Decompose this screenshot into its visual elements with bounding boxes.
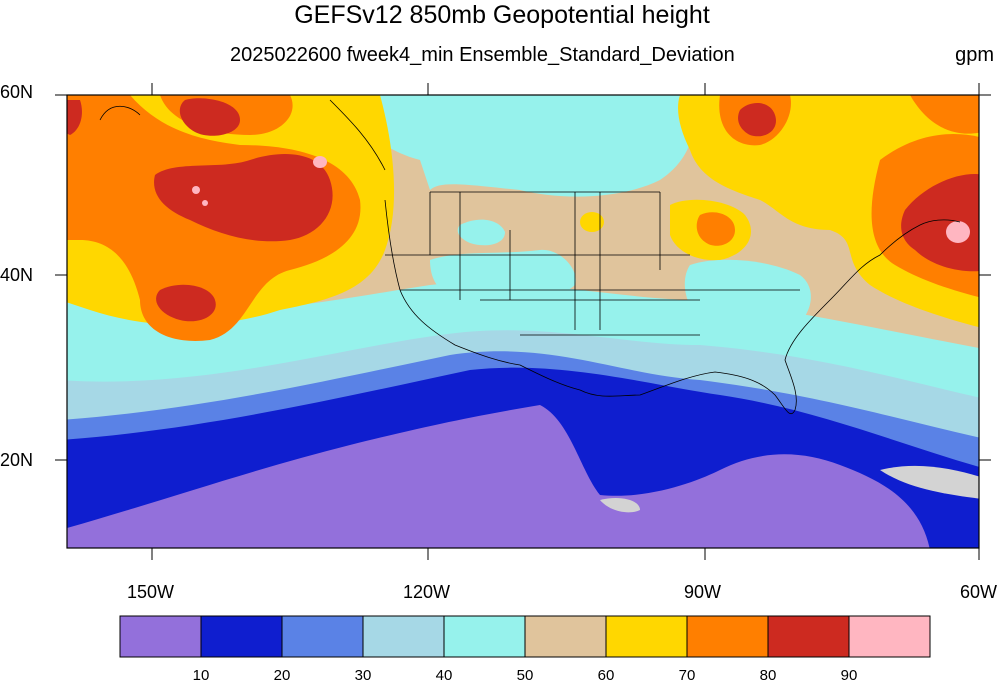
colorbar: [119, 615, 931, 658]
colorbar-swatch: [848, 615, 931, 658]
lat-label-40n: 40N: [0, 265, 34, 285]
field-layer-40-50-north: [330, 95, 694, 197]
field-layer-80-90-pacific: [154, 154, 333, 242]
std-dev-field: [67, 95, 979, 548]
map-subtitle: 2025022600 fweek4_min Ensemble_Standard_…: [230, 44, 735, 66]
colorbar-swatch: [686, 615, 769, 658]
field-layer-80-90-atlantic: [901, 174, 979, 272]
lon-label-120w: 120W: [403, 582, 451, 602]
map-frame: [66, 94, 980, 549]
colorbar-swatch: [362, 615, 445, 658]
colorbar-tick-label: 90: [840, 667, 858, 684]
colorbar-tick-label: 70: [678, 667, 696, 684]
colorbar-swatch: [767, 615, 850, 658]
colorbar-tick-label: 60: [597, 667, 615, 684]
colorbar-tick-label: 30: [354, 667, 372, 684]
lon-label-90w: 90W: [684, 582, 722, 602]
colorbar-tick-label: 50: [516, 667, 534, 684]
colorbar-swatch: [281, 615, 364, 658]
colorbar-swatch: [119, 615, 202, 658]
colorbar-swatch: [605, 615, 688, 658]
axis-ticks: [55, 83, 991, 560]
field-layer-0-10: [67, 405, 930, 548]
coastlines: [99, 99, 961, 415]
lat-label-20n: 20N: [0, 450, 34, 470]
colorbar-tick-label: 10: [192, 667, 210, 684]
colorbar-tick-label: 40: [435, 667, 453, 684]
colorbar-tick-label: 20: [273, 667, 291, 684]
colorbar-tick-label: 80: [759, 667, 777, 684]
map-title: GEFSv12 850mb Geopotential height: [294, 1, 710, 29]
lon-label-60w: 60W: [960, 582, 998, 602]
units-label: gpm: [955, 44, 994, 66]
lat-label-60n: 60N: [0, 82, 34, 102]
lon-label-150w: 150W: [127, 582, 175, 602]
colorbar-swatch: [524, 615, 607, 658]
colorbar-swatch: [443, 615, 526, 658]
colorbar-swatch: [200, 615, 283, 658]
